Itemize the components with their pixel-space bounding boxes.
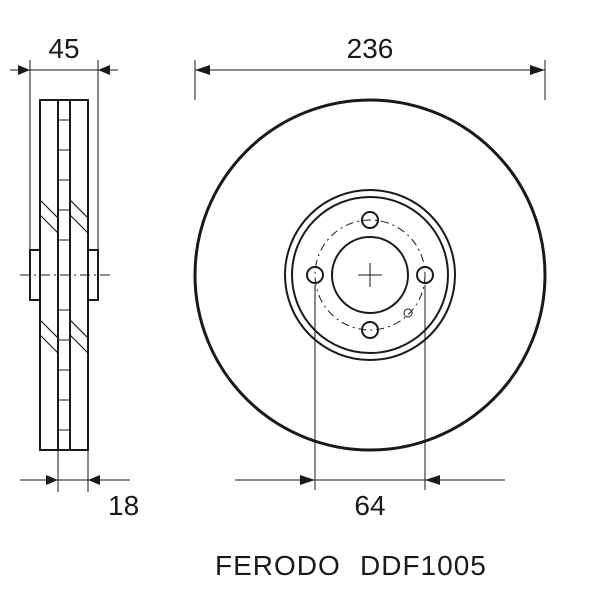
part-number-label: DDF1005 [360, 550, 487, 581]
dim-64-label: 64 [354, 490, 385, 521]
technical-drawing: 236 64 [0, 0, 600, 600]
dimension-disc-thickness: 18 [20, 450, 139, 521]
dimension-overall-width: 45 [10, 33, 118, 250]
dimension-outer-diameter: 236 [195, 33, 545, 100]
dim-236-label: 236 [347, 33, 394, 64]
side-view [20, 100, 110, 450]
dim-18-label: 18 [108, 490, 139, 521]
brand-label: FERODO [215, 550, 341, 581]
dim-45-label: 45 [48, 33, 79, 64]
front-view [195, 100, 545, 450]
dimension-bolt-circle: 64 [235, 285, 505, 521]
drawing-svg: 236 64 [0, 0, 600, 600]
